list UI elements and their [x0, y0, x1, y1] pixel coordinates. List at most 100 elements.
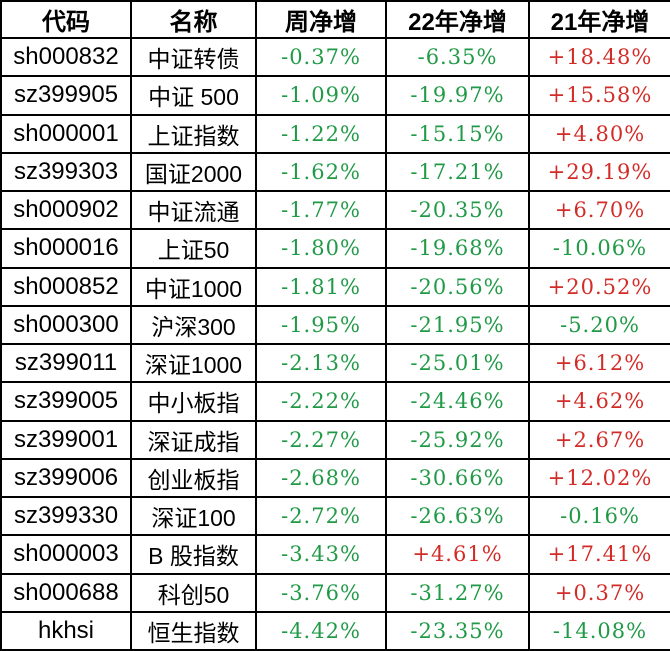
column-header-2021-change: 21年净增	[528, 0, 670, 39]
cell-code: sh000003	[0, 534, 132, 575]
cell-2022-change: -30.66%	[385, 457, 530, 499]
cell-2021-change: +4.80%	[528, 113, 670, 154]
cell-2022-change: -19.97%	[385, 75, 530, 116]
cell-code: sh000016	[0, 228, 132, 269]
cell-2022-change: -31.27%	[385, 572, 530, 613]
cell-2022-change: -17.21%	[385, 151, 530, 193]
cell-name: 中证转债	[130, 36, 257, 78]
cell-name: 创业板指	[130, 457, 257, 499]
cell-code: sh000300	[0, 304, 132, 346]
cell-code: sz399011	[0, 342, 132, 384]
cell-code: sz399303	[0, 151, 132, 193]
table-row: sh000902 中证流通 -1.77% -20.35% +6.70%	[0, 189, 670, 231]
cell-code: sh000832	[0, 36, 132, 78]
cell-2022-change: -24.46%	[385, 381, 530, 422]
cell-name: 中证1000	[130, 266, 257, 307]
cell-2021-change: -10.06%	[528, 228, 670, 269]
cell-2022-change: -26.63%	[385, 495, 530, 537]
table-row: sz399330 深证100 -2.72% -26.63% -0.16%	[0, 495, 670, 537]
cell-code: sz399905	[0, 75, 132, 116]
cell-week-change: -1.95%	[255, 304, 387, 346]
cell-2022-change: -20.35%	[385, 189, 530, 231]
cell-week-change: -4.42%	[255, 610, 387, 651]
cell-week-change: -1.22%	[255, 113, 387, 154]
cell-week-change: -3.43%	[255, 534, 387, 575]
cell-2021-change: +2.67%	[528, 419, 670, 460]
table-row: sh000688 科创50 -3.76% -31.27% +0.37%	[0, 572, 670, 613]
table-row: sz399011 深证1000 -2.13% -25.01% +6.12%	[0, 342, 670, 384]
cell-week-change: -1.77%	[255, 189, 387, 231]
table-row: sh000300 沪深300 -1.95% -21.95% -5.20%	[0, 304, 670, 346]
cell-week-change: -1.09%	[255, 75, 387, 116]
cell-name: 中小板指	[130, 381, 257, 422]
cell-2022-change: -15.15%	[385, 113, 530, 154]
cell-name: B 股指数	[130, 534, 257, 575]
cell-week-change: -3.76%	[255, 572, 387, 613]
table-row: sh000832 中证转债 -0.37% -6.35% +18.48%	[0, 36, 670, 78]
cell-2022-change: -25.01%	[385, 342, 530, 384]
table-row: hkhsi 恒生指数 -4.42% -23.35% -14.08%	[0, 610, 670, 651]
cell-2021-change: -14.08%	[528, 610, 670, 651]
column-header-code: 代码	[0, 0, 132, 39]
cell-name: 科创50	[130, 572, 257, 613]
cell-week-change: -1.81%	[255, 266, 387, 307]
cell-week-change: -0.37%	[255, 36, 387, 78]
cell-2021-change: +18.48%	[528, 36, 670, 78]
cell-2021-change: +0.37%	[528, 572, 670, 613]
cell-week-change: -2.68%	[255, 457, 387, 499]
table-row: sh000852 中证1000 -1.81% -20.56% +20.52%	[0, 266, 670, 307]
cell-code: sh000852	[0, 266, 132, 307]
cell-name: 中证 500	[130, 75, 257, 116]
cell-2021-change: +6.12%	[528, 342, 670, 384]
cell-name: 中证流通	[130, 189, 257, 231]
cell-name: 国证2000	[130, 151, 257, 193]
cell-2022-change: -21.95%	[385, 304, 530, 346]
table-row: sh000016 上证50 -1.80% -19.68% -10.06%	[0, 228, 670, 269]
cell-name: 深证100	[130, 495, 257, 537]
table-row: sz399303 国证2000 -1.62% -17.21% +29.19%	[0, 151, 670, 193]
cell-week-change: -2.13%	[255, 342, 387, 384]
cell-code: sh000001	[0, 113, 132, 154]
cell-name: 深证1000	[130, 342, 257, 384]
cell-2022-change: -6.35%	[385, 36, 530, 78]
cell-2021-change: +6.70%	[528, 189, 670, 231]
cell-2022-change: -20.56%	[385, 266, 530, 307]
cell-2021-change: +17.41%	[528, 534, 670, 575]
cell-week-change: -1.62%	[255, 151, 387, 193]
cell-week-change: -2.22%	[255, 381, 387, 422]
cell-2021-change: +4.62%	[528, 381, 670, 422]
table-row: sz399905 中证 500 -1.09% -19.97% +15.58%	[0, 75, 670, 116]
table-row: sz399005 中小板指 -2.22% -24.46% +4.62%	[0, 381, 670, 422]
cell-code: sz399005	[0, 381, 132, 422]
cell-week-change: -2.27%	[255, 419, 387, 460]
cell-2022-change: -23.35%	[385, 610, 530, 651]
cell-2022-change: +4.61%	[385, 534, 530, 575]
cell-code: hkhsi	[0, 610, 132, 651]
cell-2022-change: -19.68%	[385, 228, 530, 269]
table-header-row: 代码 名称 周净增 22年净增 21年净增	[0, 0, 670, 39]
cell-code: sh000902	[0, 189, 132, 231]
cell-name: 上证50	[130, 228, 257, 269]
cell-week-change: -1.80%	[255, 228, 387, 269]
cell-2022-change: -25.92%	[385, 419, 530, 460]
cell-2021-change: -5.20%	[528, 304, 670, 346]
cell-code: sh000688	[0, 572, 132, 613]
cell-2021-change: +29.19%	[528, 151, 670, 193]
column-header-2022-change: 22年净增	[385, 0, 530, 39]
column-header-name: 名称	[130, 0, 257, 39]
cell-name: 恒生指数	[130, 610, 257, 651]
table-row: sz399001 深证成指 -2.27% -25.92% +2.67%	[0, 419, 670, 460]
cell-2021-change: +15.58%	[528, 75, 670, 116]
cell-name: 沪深300	[130, 304, 257, 346]
cell-name: 上证指数	[130, 113, 257, 154]
cell-2021-change: -0.16%	[528, 495, 670, 537]
table-body: sh000832 中证转债 -0.37% -6.35% +18.48% sz399905 中…	[0, 36, 670, 651]
cell-2021-change: +20.52%	[528, 266, 670, 307]
column-header-week-change: 周净增	[255, 0, 387, 39]
cell-name: 深证成指	[130, 419, 257, 460]
cell-2021-change: +12.02%	[528, 457, 670, 499]
cell-code: sz399001	[0, 419, 132, 460]
table-row: sh000001 上证指数 -1.22% -15.15% +4.80%	[0, 113, 670, 154]
table-row: sh000003 B 股指数 -3.43% +4.61% +17.41%	[0, 534, 670, 575]
